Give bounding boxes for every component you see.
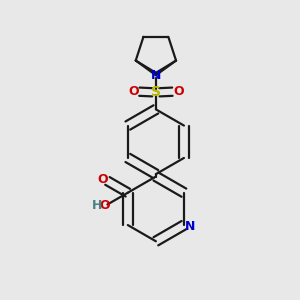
Text: S: S (151, 85, 161, 99)
Text: O: O (173, 85, 184, 98)
Text: N: N (151, 69, 161, 82)
Text: O: O (128, 85, 139, 98)
Text: N: N (185, 220, 196, 233)
Text: H: H (92, 200, 102, 212)
Text: O: O (98, 173, 108, 186)
Text: O: O (100, 200, 110, 212)
